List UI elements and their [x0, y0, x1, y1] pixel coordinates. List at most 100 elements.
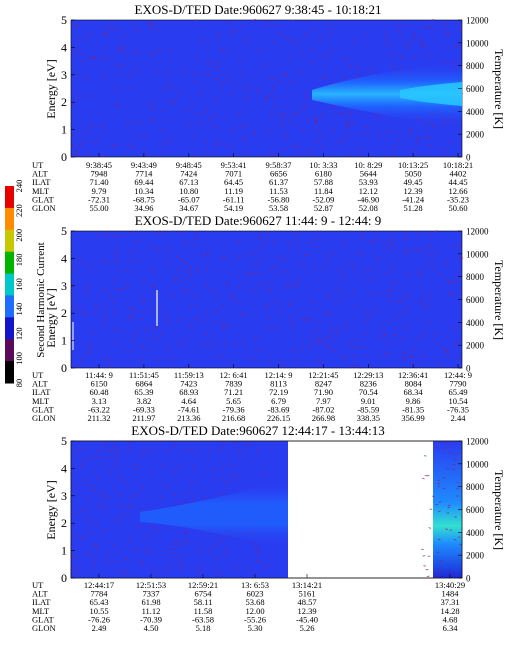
noise-mark: [354, 304, 358, 307]
noise-mark: [288, 119, 292, 122]
noise-mark: [131, 495, 135, 498]
panel-2-y-axis-label: Energy [eV]: [44, 288, 58, 347]
noise-mark: [133, 340, 136, 343]
noise-mark: [448, 451, 452, 454]
noise-mark: [194, 451, 198, 454]
panel-2-y-ticks: 0 1 2 3 4 5: [61, 224, 75, 375]
noise-mark: [344, 326, 348, 329]
noise-mark: [400, 336, 404, 339]
orbit-cell: 12.00: [245, 606, 264, 616]
y-tick-label: 2: [61, 516, 67, 530]
y-tick-label: 2: [61, 306, 67, 320]
colorbar-swatch: [5, 273, 14, 296]
panel-2: EXOS-D/TED Date:960627 11:44: 9 - 12:44:…: [32, 213, 505, 423]
noise-mark: [440, 560, 443, 562]
orbit-row-label: UT: [32, 370, 44, 380]
noise-mark: [295, 234, 299, 236]
noise-mark: [452, 61, 456, 64]
noise-mark: [118, 27, 122, 30]
noise-mark: [96, 449, 100, 452]
noise-mark: [428, 244, 432, 246]
y-tick-label: 0: [61, 150, 67, 164]
orbit-cell: 68.34: [404, 387, 424, 397]
noise-mark: [262, 19, 265, 22]
orbit-cell: 12: 6:41: [220, 370, 248, 380]
orbit-cell: 7784: [91, 589, 109, 599]
noise-mark: [257, 549, 261, 551]
orbit-cell: 6656: [270, 169, 287, 179]
noise-mark: [170, 548, 174, 551]
noise-mark: [138, 123, 142, 125]
noise-mark: [156, 252, 160, 254]
noise-mark: [181, 565, 185, 568]
noise-mark: [451, 280, 454, 283]
noise-mark: [427, 136, 431, 139]
noise-mark: [443, 348, 447, 350]
orbit-cell: 12:21:45: [308, 370, 338, 380]
orbit-cell: 2.44: [451, 413, 467, 423]
right-y-tick-label: 10000: [466, 459, 489, 469]
noise-mark: [345, 322, 349, 325]
orbit-cell: -83.69: [268, 404, 290, 414]
noise-mark: [426, 306, 430, 309]
noise-mark: [199, 122, 203, 124]
noise-mark: [421, 42, 425, 45]
orbit-cell: 10:18:21: [443, 160, 473, 170]
right-y-tick-label: 12000: [466, 16, 489, 26]
noise-mark: [257, 560, 261, 562]
orbit-cell: 9:38:45: [86, 160, 112, 170]
noise-mark: [254, 545, 258, 548]
noise-mark: [459, 244, 463, 247]
noise-mark: [86, 345, 90, 348]
noise-mark: [307, 318, 311, 321]
panel-1: EXOS-D/TED Date:960627 9:38:45 - 10:18:2…: [32, 2, 505, 213]
orbit-cell: -87.02: [312, 404, 334, 414]
noise-mark: [120, 51, 124, 54]
noise-mark: [278, 359, 282, 362]
noise-mark: [122, 570, 126, 573]
orbit-cell: 10:13:25: [398, 160, 428, 170]
noise-mark: [184, 261, 187, 264]
noise-mark: [205, 110, 209, 113]
noise-mark: [288, 241, 292, 244]
noise-mark: [409, 250, 413, 252]
noise-mark: [200, 73, 203, 75]
noise-mark: [321, 35, 324, 38]
noise-mark: [71, 103, 75, 105]
noise-mark: [302, 38, 306, 41]
noise-mark: [416, 234, 419, 236]
noise-mark: [84, 292, 88, 295]
orbit-cell: 338.35: [357, 413, 380, 423]
noise-mark: [226, 479, 229, 482]
orbit-cell: 34.67: [179, 203, 198, 213]
orbit-cell: -61.11: [223, 194, 245, 204]
noise-mark: [446, 351, 449, 353]
noise-mark: [238, 59, 242, 62]
noise-mark: [275, 326, 279, 329]
noise-mark: [135, 463, 138, 466]
noise-mark: [207, 61, 210, 64]
noise-mark: [416, 141, 420, 144]
noise-mark: [314, 120, 318, 123]
noise-mark: [242, 340, 246, 343]
noise-mark: [327, 23, 330, 26]
noise-mark: [143, 299, 146, 302]
noise-mark: [100, 259, 103, 261]
noise-mark: [187, 448, 190, 450]
noise-mark: [416, 137, 419, 140]
noise-mark: [404, 45, 407, 47]
noise-mark: [146, 535, 150, 538]
noise-mark: [298, 262, 302, 264]
orbit-cell: 12.39: [404, 186, 423, 196]
noise-mark: [218, 447, 222, 450]
noise-mark: [322, 77, 326, 80]
y-tick-label: 3: [61, 68, 67, 82]
noise-mark: [282, 364, 286, 366]
noise-mark: [426, 575, 430, 578]
noise-mark: [257, 88, 261, 91]
noise-mark: [115, 104, 119, 106]
noise-mark: [131, 316, 135, 318]
noise-mark: [97, 455, 101, 458]
orbit-row-label: GLON: [32, 203, 56, 213]
noise-mark: [253, 18, 256, 21]
